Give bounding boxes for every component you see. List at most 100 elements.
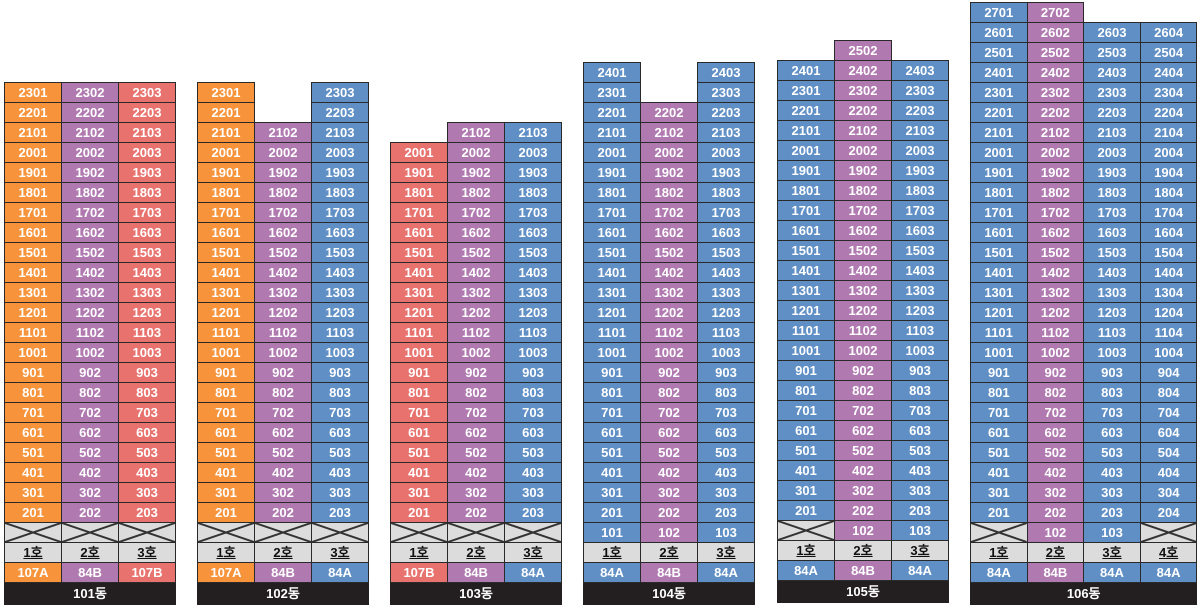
unit-cell[interactable]: 201 bbox=[197, 502, 255, 523]
unit-cell[interactable]: 202 bbox=[834, 500, 892, 521]
unit-cell[interactable]: 1202 bbox=[447, 302, 505, 323]
unit-cell[interactable]: 301 bbox=[777, 480, 835, 501]
unit-cell[interactable]: 1503 bbox=[504, 242, 562, 263]
unit-cell[interactable]: 1802 bbox=[447, 182, 505, 203]
unit-cell[interactable]: 1803 bbox=[891, 180, 949, 201]
unit-cell[interactable]: 2602 bbox=[1026, 22, 1085, 43]
unit-cell[interactable]: 2003 bbox=[118, 142, 176, 163]
unit-cell[interactable]: 1801 bbox=[4, 182, 62, 203]
unit-cell[interactable]: 703 bbox=[1083, 402, 1141, 423]
unit-cell[interactable]: 2502 bbox=[834, 40, 892, 61]
unit-cell[interactable]: 1103 bbox=[311, 322, 369, 343]
unit-cell[interactable]: 1103 bbox=[1083, 322, 1141, 343]
unit-cell[interactable]: 901 bbox=[777, 360, 835, 381]
unit-cell[interactable]: 202 bbox=[61, 502, 119, 523]
unit-cell[interactable]: 1102 bbox=[834, 320, 892, 341]
unit-cell[interactable]: 703 bbox=[118, 402, 176, 423]
unit-cell[interactable]: 1302 bbox=[640, 282, 698, 303]
unit-cell[interactable]: 202 bbox=[447, 502, 505, 523]
unit-cell[interactable]: 802 bbox=[447, 382, 505, 403]
unit-cell[interactable]: 2103 bbox=[697, 122, 755, 143]
unit-cell[interactable]: 301 bbox=[390, 482, 448, 503]
unit-cell[interactable]: 2302 bbox=[834, 80, 892, 101]
unit-cell[interactable]: 2403 bbox=[697, 62, 755, 83]
unit-cell[interactable]: 2303 bbox=[1083, 82, 1141, 103]
unit-cell[interactable]: 403 bbox=[697, 462, 755, 483]
unit-cell[interactable]: 1603 bbox=[118, 222, 176, 243]
unit-cell[interactable]: 501 bbox=[583, 442, 641, 463]
unit-cell[interactable]: 2102 bbox=[254, 122, 312, 143]
unit-cell[interactable]: 1901 bbox=[583, 162, 641, 183]
unit-cell[interactable]: 502 bbox=[447, 442, 505, 463]
unit-cell[interactable]: 1701 bbox=[777, 200, 835, 221]
unit-cell[interactable]: 903 bbox=[1083, 362, 1141, 383]
unit-cell[interactable]: 602 bbox=[1026, 422, 1085, 443]
unit-cell[interactable]: 603 bbox=[697, 422, 755, 443]
unit-cell[interactable]: 701 bbox=[777, 400, 835, 421]
unit-cell[interactable]: 102 bbox=[640, 522, 698, 543]
unit-cell[interactable]: 1304 bbox=[1139, 282, 1198, 303]
unit-cell[interactable]: 702 bbox=[254, 402, 312, 423]
unit-cell[interactable]: 2001 bbox=[390, 142, 448, 163]
unit-cell[interactable]: 2001 bbox=[777, 140, 835, 161]
unit-cell[interactable]: 1701 bbox=[970, 202, 1028, 223]
unit-cell[interactable]: 1101 bbox=[777, 320, 835, 341]
unit-cell[interactable]: 2103 bbox=[891, 120, 949, 141]
unit-cell[interactable]: 2701 bbox=[970, 2, 1028, 23]
unit-cell[interactable]: 1602 bbox=[61, 222, 119, 243]
unit-cell[interactable]: 2702 bbox=[1026, 2, 1085, 23]
unit-cell[interactable]: 2003 bbox=[504, 142, 562, 163]
unit-cell[interactable]: 603 bbox=[118, 422, 176, 443]
unit-cell[interactable]: 902 bbox=[834, 360, 892, 381]
unit-cell[interactable]: 1801 bbox=[583, 182, 641, 203]
unit-cell[interactable]: 2201 bbox=[970, 102, 1028, 123]
unit-cell[interactable]: 803 bbox=[891, 380, 949, 401]
unit-cell[interactable]: 503 bbox=[311, 442, 369, 463]
unit-cell[interactable]: 2401 bbox=[777, 60, 835, 81]
unit-cell[interactable]: 901 bbox=[4, 362, 62, 383]
unit-cell[interactable]: 2003 bbox=[1083, 142, 1141, 163]
unit-cell[interactable]: 1302 bbox=[834, 280, 892, 301]
unit-cell[interactable]: 1202 bbox=[640, 302, 698, 323]
unit-cell[interactable]: 503 bbox=[891, 440, 949, 461]
unit-cell[interactable]: 2403 bbox=[1083, 62, 1141, 83]
unit-cell[interactable]: 604 bbox=[1139, 422, 1198, 443]
unit-cell[interactable]: 2102 bbox=[640, 122, 698, 143]
unit-cell[interactable]: 803 bbox=[1083, 382, 1141, 403]
unit-cell[interactable]: 501 bbox=[4, 442, 62, 463]
unit-cell[interactable]: 801 bbox=[970, 382, 1028, 403]
unit-cell[interactable]: 1804 bbox=[1139, 182, 1198, 203]
unit-cell[interactable]: 201 bbox=[970, 502, 1028, 523]
unit-cell[interactable]: 303 bbox=[311, 482, 369, 503]
unit-cell[interactable]: 2004 bbox=[1139, 142, 1198, 163]
unit-cell[interactable]: 2001 bbox=[4, 142, 62, 163]
unit-cell[interactable]: 302 bbox=[1026, 482, 1085, 503]
unit-cell[interactable]: 902 bbox=[254, 362, 312, 383]
unit-cell[interactable]: 1902 bbox=[834, 160, 892, 181]
unit-cell[interactable]: 802 bbox=[61, 382, 119, 403]
unit-cell[interactable]: 1002 bbox=[834, 340, 892, 361]
unit-cell[interactable]: 1401 bbox=[583, 262, 641, 283]
unit-cell[interactable]: 1102 bbox=[447, 322, 505, 343]
unit-cell[interactable]: 1502 bbox=[834, 240, 892, 261]
unit-cell[interactable]: 1901 bbox=[777, 160, 835, 181]
unit-cell[interactable]: 1802 bbox=[834, 180, 892, 201]
unit-cell[interactable]: 1401 bbox=[390, 262, 448, 283]
unit-cell[interactable]: 1803 bbox=[1083, 182, 1141, 203]
unit-cell[interactable]: 1601 bbox=[970, 222, 1028, 243]
unit-cell[interactable]: 801 bbox=[390, 382, 448, 403]
unit-cell[interactable]: 401 bbox=[390, 462, 448, 483]
unit-cell[interactable]: 602 bbox=[61, 422, 119, 443]
unit-cell[interactable]: 1101 bbox=[197, 322, 255, 343]
unit-cell[interactable]: 502 bbox=[640, 442, 698, 463]
unit-cell[interactable]: 1601 bbox=[777, 220, 835, 241]
unit-cell[interactable]: 2103 bbox=[311, 122, 369, 143]
unit-cell[interactable]: 902 bbox=[61, 362, 119, 383]
unit-cell[interactable]: 2502 bbox=[1026, 42, 1085, 63]
unit-cell[interactable]: 1002 bbox=[447, 342, 505, 363]
unit-cell[interactable]: 1401 bbox=[777, 260, 835, 281]
unit-cell[interactable]: 1303 bbox=[1083, 282, 1141, 303]
unit-cell[interactable]: 701 bbox=[390, 402, 448, 423]
unit-cell[interactable]: 702 bbox=[61, 402, 119, 423]
unit-cell[interactable]: 2102 bbox=[834, 120, 892, 141]
